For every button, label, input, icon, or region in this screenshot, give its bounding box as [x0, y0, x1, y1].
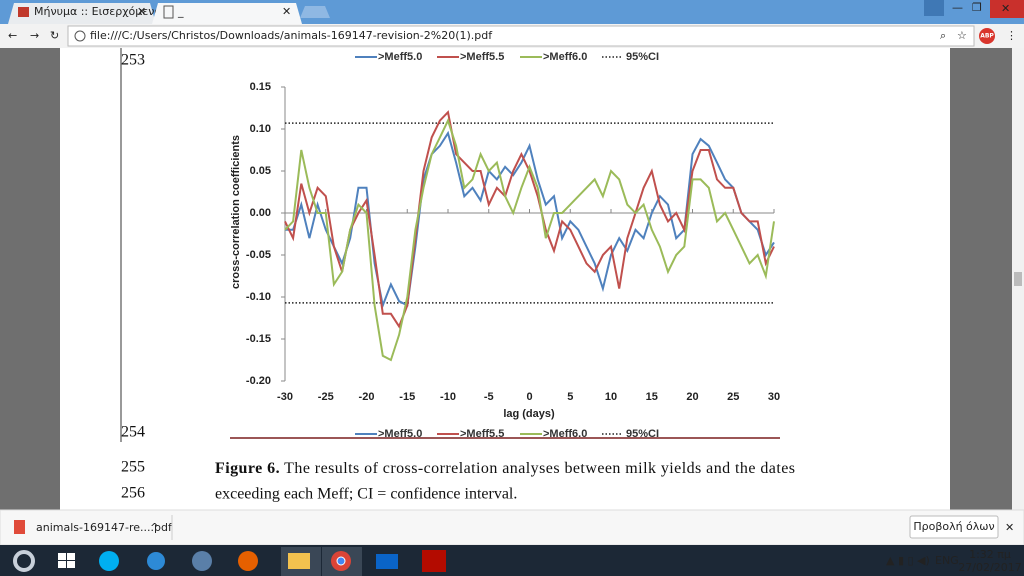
show-all-label: Προβολή όλων: [913, 520, 994, 533]
start-button-part: [67, 561, 75, 568]
tab[interactable]: [8, 3, 156, 24]
legend-label: >Meff6.0: [543, 51, 587, 63]
y-tick-label: 0.00: [250, 207, 271, 219]
reload[interactable]: ↻: [50, 29, 59, 42]
menu[interactable]: ⋮: [1006, 29, 1017, 42]
tab-icon: [18, 7, 29, 17]
close-downloads[interactable]: ✕: [1005, 521, 1014, 534]
minimize[interactable]: —: [952, 1, 963, 14]
show-all-button[interactable]: [909, 515, 999, 539]
start-button[interactable]: [58, 553, 66, 560]
firefox-icon[interactable]: [238, 551, 258, 571]
series-line: [284, 110, 775, 329]
bookmark-star[interactable]: ☆: [957, 29, 967, 42]
y-axis-title: cross-correlation coefficients: [230, 135, 242, 289]
download-menu[interactable]: ^: [150, 521, 159, 534]
chrome-center: [336, 556, 346, 566]
legend-label: >Meff6.0: [543, 428, 587, 440]
series-line: [285, 130, 775, 309]
pdf-page: [60, 48, 950, 510]
y-tick-label: -0.05: [246, 249, 271, 261]
back[interactable]: ←: [8, 29, 17, 42]
x-tick-label: 25: [727, 391, 739, 403]
tab-close[interactable]: ✕: [282, 5, 291, 18]
explorer-icon[interactable]: [288, 553, 310, 569]
x-tick-label: -25: [318, 391, 334, 403]
tray-icons[interactable]: ▲ ▮ ▯ ◀): [886, 554, 930, 567]
legend-label: >Meff5.0: [378, 51, 422, 63]
y-tick-label: -0.10: [246, 291, 271, 303]
x-tick-label: -20: [359, 391, 375, 403]
clock-date: 27/02/2017: [958, 561, 1021, 574]
extension-icon[interactable]: [979, 28, 995, 44]
x-tick-label: 20: [686, 391, 698, 403]
tab-title: Μήνυμα :: Εισερχόμενα: [34, 5, 162, 18]
caption-text: The results of cross-correlation analyse…: [284, 460, 795, 477]
forward[interactable]: →: [30, 29, 39, 42]
y-tick-label: 0.10: [250, 123, 271, 135]
pdf-icon: [14, 520, 25, 534]
new-tab[interactable]: [300, 6, 330, 18]
info-icon: [74, 30, 86, 42]
x-tick-label: -30: [277, 391, 293, 403]
x-tick-label: 15: [646, 391, 658, 403]
tab[interactable]: [152, 3, 302, 24]
download-file[interactable]: animals-169147-re....pdf: [36, 521, 173, 534]
x-tick-label: 10: [605, 391, 617, 403]
mail-icon[interactable]: [376, 554, 398, 569]
tab-title: _: [177, 5, 184, 18]
url: file:///C:/Users/Christos/Downloads/anim…: [90, 29, 493, 42]
close-window[interactable]: [990, 0, 1024, 18]
zoom-icon[interactable]: ⌕: [940, 29, 946, 42]
x-tick-label: 30: [768, 391, 780, 403]
gear-app-icon[interactable]: [147, 552, 165, 570]
app-icon[interactable]: [192, 551, 212, 571]
taskbar: [0, 545, 1024, 576]
x-tick-label: -15: [399, 391, 415, 403]
line-number: 256: [121, 485, 145, 502]
clock-time: 1:32 πμ: [969, 548, 1011, 561]
y-tick-label: -0.20: [246, 375, 271, 387]
start-button-part: [67, 553, 75, 560]
language[interactable]: ENG: [935, 554, 959, 567]
y-tick-label: 0.15: [250, 81, 271, 93]
x-tick-label: 5: [567, 391, 573, 403]
y-tick-label: 0.05: [250, 165, 271, 177]
series-line: [284, 117, 775, 362]
user-button[interactable]: [924, 0, 944, 16]
scroll-thumb[interactable]: [1014, 272, 1022, 286]
x-axis-title: lag (days): [503, 408, 555, 420]
settings-icon[interactable]: [13, 550, 35, 572]
legend-label: 95%CI: [626, 428, 659, 440]
chart: cross-correlation coefficients lag (days…: [230, 51, 780, 440]
acrobat-icon[interactable]: [422, 550, 446, 572]
legend-label: >Meff5.5: [460, 428, 504, 440]
start-button-part: [58, 561, 66, 568]
maximize[interactable]: ❐: [972, 1, 982, 14]
line-number: 253: [121, 52, 145, 69]
legend-label: >Meff5.0: [378, 428, 422, 440]
line-number: 255: [121, 459, 145, 476]
line-number: 254: [121, 424, 145, 441]
caption-line: Figure 6. The results of cross-correlati…: [215, 460, 795, 477]
skype-icon[interactable]: [99, 551, 119, 571]
tab-icon: [163, 5, 174, 19]
caption-line: exceeding each Meff; CI = confidence int…: [215, 486, 517, 503]
x-tick-label: -10: [440, 391, 456, 403]
close-icon: ✕: [1001, 2, 1010, 15]
x-tick-label: -5: [484, 391, 494, 403]
tab-close[interactable]: ✕: [137, 5, 146, 18]
y-tick-label: -0.15: [246, 333, 271, 345]
legend-label: >Meff5.5: [460, 51, 504, 63]
x-tick-label: 0: [526, 391, 532, 403]
extension-label: ABP: [980, 33, 994, 40]
caption-label: Figure 6.: [215, 460, 280, 477]
address-bar[interactable]: [67, 25, 975, 47]
legend-label: 95%CI: [626, 51, 659, 63]
